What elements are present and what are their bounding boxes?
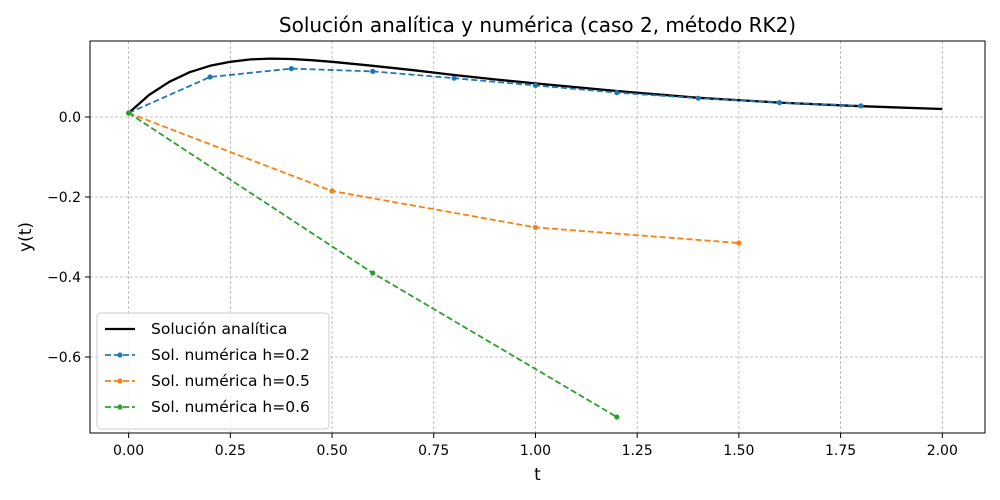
series-line [128, 67, 861, 114]
y-tick-label: −0.6 [47, 350, 81, 366]
series-3 [126, 110, 620, 420]
legend-marker [117, 378, 123, 384]
data-point [370, 270, 376, 276]
legend-box [96, 312, 330, 430]
x-tick-label: 0.00 [113, 443, 144, 459]
x-tick-label: 1.75 [825, 443, 856, 459]
data-point [532, 82, 539, 88]
data-point [614, 414, 620, 420]
x-tick-label: 1.25 [622, 443, 653, 459]
data-point [451, 75, 457, 81]
x-axis-label: t [534, 465, 541, 485]
data-point [695, 95, 701, 101]
data-point [532, 224, 539, 230]
series-1 [126, 66, 864, 116]
legend-label: Sol. numérica h=0.5 [151, 372, 310, 390]
x-tick-label: 1.00 [520, 443, 551, 459]
legend-label: Sol. numérica h=0.2 [151, 346, 310, 364]
x-tick-label: 2.00 [927, 443, 958, 459]
legend-entry: Sol. numérica h=0.2 [105, 346, 310, 364]
data-point [288, 66, 294, 72]
legend-entry: Solución analítica [105, 320, 287, 338]
plot-series [126, 57, 943, 420]
data-point [776, 100, 783, 106]
legend: Solución analítica Sol. numérica h=0.2 Sol… [96, 312, 330, 430]
x-tick-label: 0.50 [316, 443, 347, 459]
x-tick-label: 1.50 [723, 443, 754, 459]
legend-marker [117, 404, 123, 410]
y-tick-label: −0.2 [47, 190, 81, 206]
y-axis-label: y(t) [16, 222, 36, 252]
legend-label: Sol. numérica h=0.6 [151, 398, 310, 416]
x-tick-label: 0.25 [215, 443, 246, 459]
data-point [126, 110, 132, 116]
axis-ticks: 0.00 0.25 0.50 0.75 1.00 1.25 1.50 1.75 2.00 0.0 −… [47, 110, 958, 459]
legend-marker [117, 352, 123, 358]
y-tick-label: 0.0 [59, 110, 81, 126]
data-point [736, 240, 742, 246]
plot-frame [89, 40, 986, 434]
legend-entry: Sol. numérica h=0.6 [105, 398, 310, 416]
data-point [329, 188, 335, 194]
y-tick-label: −0.4 [47, 270, 81, 286]
data-point [207, 74, 213, 80]
data-point [614, 90, 620, 96]
x-tick-label: 0.75 [418, 443, 449, 459]
data-point [370, 68, 376, 74]
series-line [128, 112, 739, 244]
chart-title: Solución analítica y numérica (caso 2, m… [279, 13, 796, 37]
legend-entry: Sol. numérica h=0.5 [105, 372, 310, 390]
data-point [858, 103, 864, 109]
legend-label: Solución analítica [151, 320, 287, 338]
grid [90, 41, 985, 433]
